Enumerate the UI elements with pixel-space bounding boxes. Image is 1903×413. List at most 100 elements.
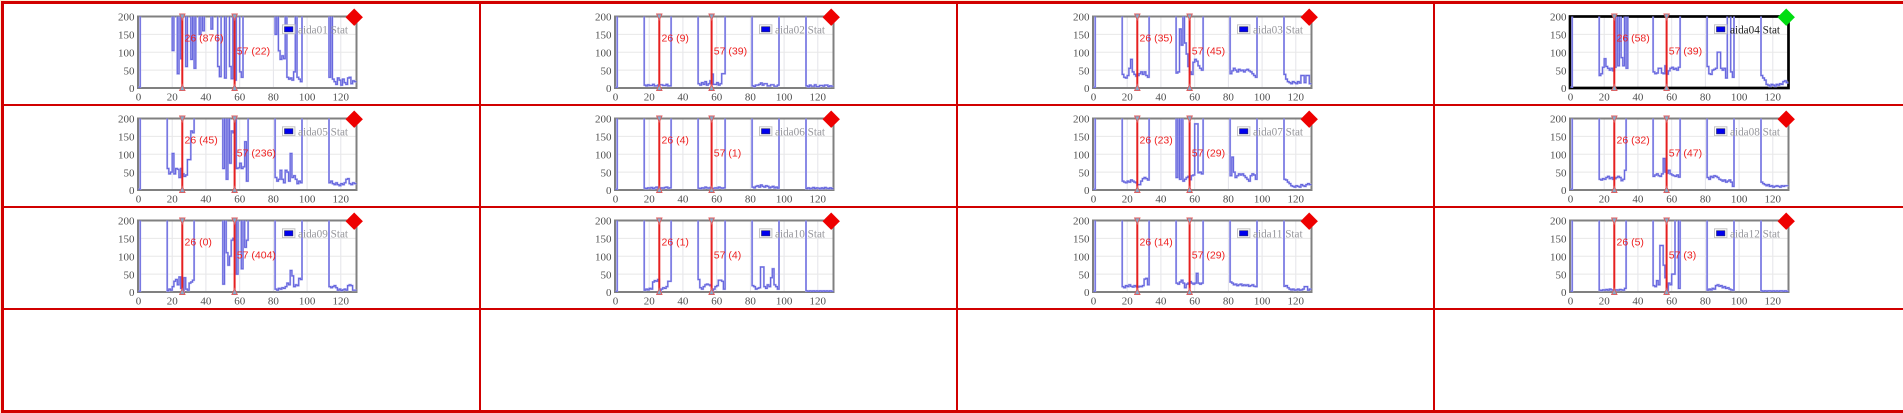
svg-text:40: 40: [201, 296, 213, 308]
svg-text:200: 200: [1073, 114, 1090, 126]
svg-text:100: 100: [776, 296, 793, 308]
svg-text:aida10 Stat: aida10 Stat: [775, 228, 826, 240]
svg-text:57 (39): 57 (39): [714, 46, 747, 58]
svg-text:0: 0: [129, 287, 135, 299]
svg-text:40: 40: [1632, 194, 1644, 206]
svg-text:200: 200: [1550, 12, 1567, 24]
svg-text:150: 150: [1550, 234, 1567, 246]
svg-text:57 (39): 57 (39): [1668, 46, 1701, 58]
svg-text:200: 200: [118, 114, 135, 126]
svg-text:80: 80: [1223, 92, 1235, 104]
svg-text:57 (4): 57 (4): [714, 250, 741, 262]
svg-text:60: 60: [712, 92, 724, 104]
svg-text:100: 100: [1730, 296, 1747, 308]
svg-text:57 (29): 57 (29): [1191, 250, 1224, 262]
svg-text:50: 50: [124, 269, 136, 281]
svg-text:26 (45): 26 (45): [185, 135, 218, 147]
svg-text:100: 100: [118, 252, 135, 264]
svg-text:100: 100: [1550, 252, 1567, 264]
svg-text:50: 50: [124, 167, 136, 179]
svg-text:20: 20: [1598, 194, 1610, 206]
svg-text:0: 0: [1090, 92, 1096, 104]
svg-text:80: 80: [1700, 92, 1712, 104]
svg-text:40: 40: [678, 92, 690, 104]
svg-text:80: 80: [1223, 194, 1235, 206]
svg-text:120: 120: [1287, 194, 1304, 206]
svg-text:0: 0: [136, 92, 142, 104]
svg-text:0: 0: [1561, 83, 1567, 95]
svg-text:0: 0: [129, 185, 135, 197]
svg-text:60: 60: [1666, 194, 1678, 206]
svg-text:26 (876): 26 (876): [185, 33, 224, 45]
svg-text:26 (32): 26 (32): [1616, 135, 1649, 147]
svg-text:26 (58): 26 (58): [1616, 33, 1649, 45]
svg-text:aida03 Stat: aida03 Stat: [1253, 24, 1304, 36]
svg-text:0: 0: [136, 296, 142, 308]
svg-text:150: 150: [1073, 132, 1090, 144]
svg-text:200: 200: [1550, 216, 1567, 228]
svg-text:200: 200: [118, 12, 135, 24]
svg-text:200: 200: [595, 12, 612, 24]
svg-text:57 (404): 57 (404): [237, 250, 276, 262]
svg-text:0: 0: [1567, 296, 1573, 308]
svg-text:40: 40: [1632, 92, 1644, 104]
svg-text:40: 40: [678, 296, 690, 308]
svg-text:120: 120: [810, 92, 827, 104]
svg-text:100: 100: [595, 150, 612, 162]
svg-text:20: 20: [167, 194, 179, 206]
svg-text:100: 100: [118, 150, 135, 162]
svg-text:57 (236): 57 (236): [237, 148, 276, 160]
svg-text:40: 40: [1632, 296, 1644, 308]
svg-text:100: 100: [299, 296, 316, 308]
svg-text:100: 100: [1073, 150, 1090, 162]
svg-text:200: 200: [1073, 216, 1090, 228]
svg-text:100: 100: [1073, 48, 1090, 60]
svg-text:120: 120: [810, 194, 827, 206]
svg-text:50: 50: [1078, 167, 1090, 179]
svg-text:0: 0: [129, 83, 135, 95]
svg-text:80: 80: [1223, 296, 1235, 308]
svg-text:50: 50: [601, 269, 613, 281]
svg-text:40: 40: [201, 92, 213, 104]
svg-text:50: 50: [1555, 269, 1567, 281]
svg-text:100: 100: [1550, 48, 1567, 60]
svg-text:20: 20: [644, 194, 656, 206]
svg-text:20: 20: [1598, 92, 1610, 104]
svg-text:26 (9): 26 (9): [662, 33, 689, 45]
svg-text:20: 20: [644, 92, 656, 104]
svg-text:aida04 Stat: aida04 Stat: [1730, 24, 1781, 36]
svg-text:aida12 Stat: aida12 Stat: [1730, 228, 1781, 240]
svg-text:0: 0: [606, 185, 612, 197]
svg-text:57 (29): 57 (29): [1191, 148, 1224, 160]
svg-text:150: 150: [1550, 30, 1567, 42]
svg-text:80: 80: [1700, 194, 1712, 206]
svg-text:40: 40: [1155, 296, 1167, 308]
svg-text:50: 50: [601, 167, 613, 179]
svg-text:100: 100: [299, 194, 316, 206]
svg-text:20: 20: [1121, 92, 1133, 104]
svg-text:100: 100: [118, 48, 135, 60]
svg-text:0: 0: [1084, 287, 1090, 299]
svg-text:150: 150: [1073, 30, 1090, 42]
svg-text:120: 120: [1764, 194, 1781, 206]
svg-text:120: 120: [333, 194, 350, 206]
svg-text:60: 60: [1189, 296, 1201, 308]
svg-text:57 (47): 57 (47): [1668, 148, 1701, 160]
svg-text:200: 200: [1550, 114, 1567, 126]
svg-text:100: 100: [1730, 92, 1747, 104]
svg-text:100: 100: [1253, 194, 1270, 206]
svg-text:40: 40: [678, 194, 690, 206]
svg-text:0: 0: [1567, 194, 1573, 206]
svg-text:aida01 Stat: aida01 Stat: [298, 24, 349, 36]
svg-text:0: 0: [1090, 194, 1096, 206]
svg-text:60: 60: [712, 194, 724, 206]
svg-text:57 (1): 57 (1): [714, 148, 741, 160]
svg-text:60: 60: [1189, 194, 1201, 206]
svg-text:200: 200: [1073, 12, 1090, 24]
svg-text:0: 0: [1561, 287, 1567, 299]
svg-text:26 (35): 26 (35): [1139, 33, 1172, 45]
svg-text:200: 200: [118, 216, 135, 228]
svg-text:20: 20: [1598, 296, 1610, 308]
svg-text:100: 100: [1253, 92, 1270, 104]
svg-text:20: 20: [167, 92, 179, 104]
